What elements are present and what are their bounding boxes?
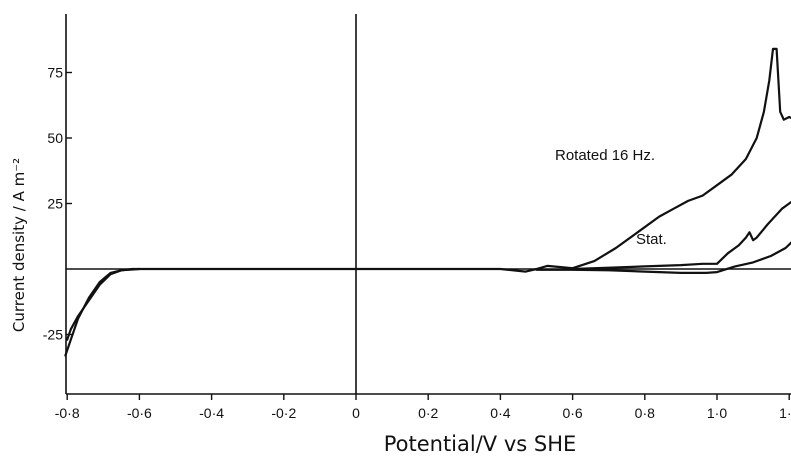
y-tick-label: 25	[47, 196, 63, 212]
series-line-1	[64, 47, 791, 357]
x-tick-label: -0·4	[199, 405, 224, 421]
x-tick-label: 1·2	[779, 405, 791, 421]
y-ticks: 75 50 25 -25	[43, 65, 72, 343]
x-tick-label: -0·2	[271, 405, 296, 421]
y-axis-title: Current density / A m⁻²	[10, 158, 28, 332]
y-tick-label: -25	[43, 327, 63, 343]
x-tick-label: -0·8	[55, 405, 80, 421]
series-line-3	[571, 200, 791, 271]
x-ticks: -0·8 -0·6 -0·4 -0·2 0 0·2 0·4 0·6 0·8 1·0 1·2	[55, 394, 791, 421]
annotation-stat: Stat.	[636, 231, 667, 248]
series-line-4	[66, 267, 141, 341]
x-tick-label: 0	[352, 405, 360, 421]
x-tick-label: 0·2	[418, 405, 438, 421]
series-line-2	[535, 241, 791, 274]
y-tick-label: 50	[47, 130, 63, 146]
x-tick-label: 1·0	[707, 405, 727, 421]
x-axis-title: Potential/V vs SHE	[384, 432, 577, 456]
x-tick-label: -0·6	[127, 405, 152, 421]
y-tick-label: 75	[47, 65, 63, 81]
x-tick-label: 0·4	[490, 405, 510, 421]
x-tick-label: 0·8	[635, 405, 655, 421]
series-layer	[64, 47, 791, 357]
annotation-rotated: Rotated 16 Hz.	[555, 147, 655, 164]
x-tick-label: 0·6	[562, 405, 582, 421]
